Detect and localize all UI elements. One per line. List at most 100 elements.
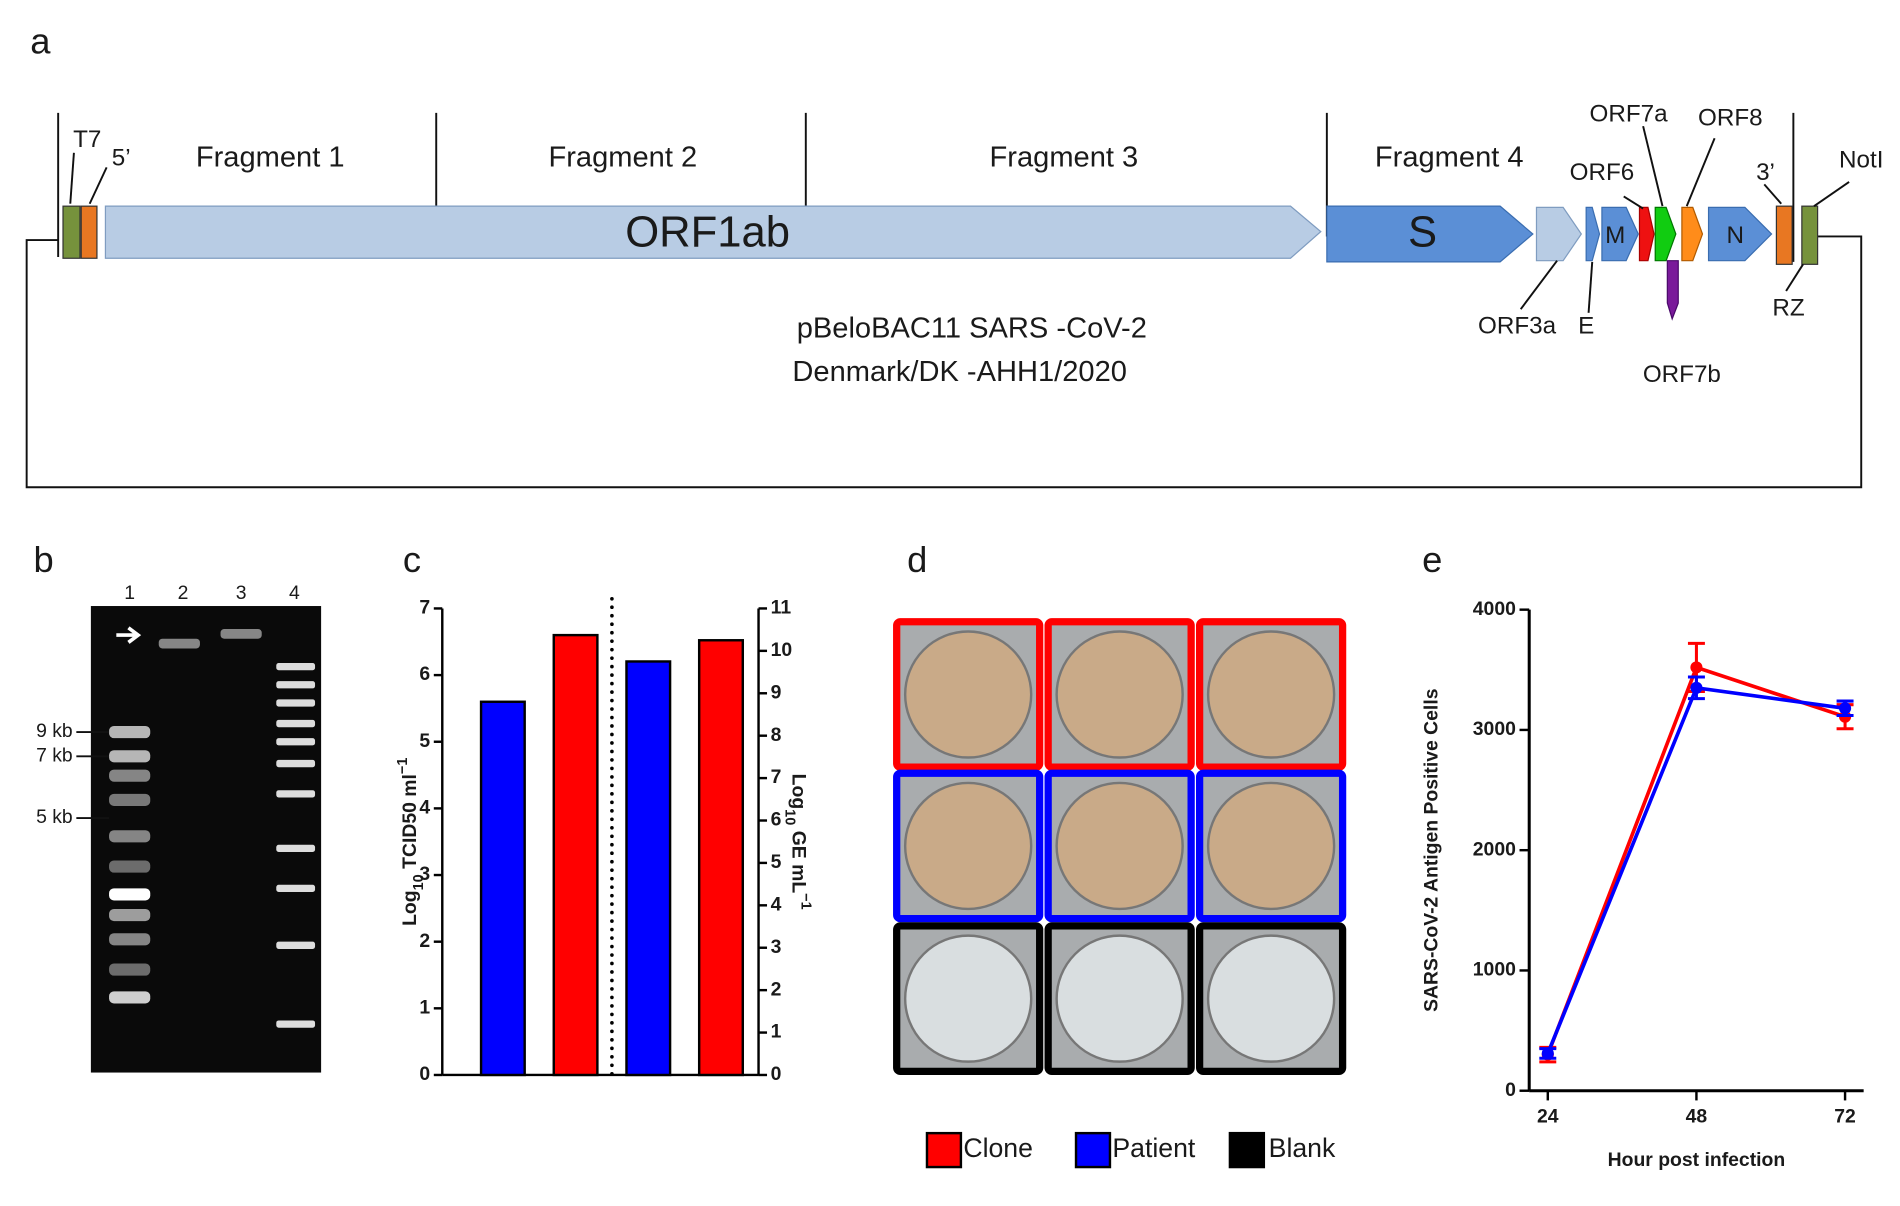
legend-label: Patient: [1112, 1133, 1196, 1163]
ladder-band: [276, 844, 316, 853]
well-grid: [893, 618, 1347, 1075]
y-tick-label: 2000: [1473, 838, 1516, 860]
sample-band: [109, 769, 151, 782]
ladder-band: [276, 699, 316, 707]
point: [1839, 702, 1852, 715]
x-tick-label: 48: [1686, 1106, 1708, 1128]
utr5-box: [80, 205, 98, 259]
gene-label: S: [1408, 209, 1437, 257]
bar: [552, 633, 599, 1077]
y2-tick-label: 1: [771, 1021, 782, 1043]
panel-label: e: [1422, 539, 1442, 580]
bar: [697, 639, 745, 1077]
t7-box: [62, 205, 81, 259]
fragment-label: Fragment 3: [990, 142, 1139, 174]
noti-label: NotI: [1839, 147, 1883, 174]
y-tick-label: 4000: [1473, 598, 1516, 620]
y-tick-label: 2: [419, 930, 430, 952]
e-arrow: [1585, 206, 1601, 262]
y-axis-label: Log10 TCID50 ml−1: [395, 758, 427, 926]
ladder-band: [276, 1020, 316, 1028]
gene-label: ORF7b: [1643, 361, 1721, 388]
gene-label: M: [1605, 222, 1625, 249]
y2-tick-label: 2: [771, 978, 782, 1000]
size-label: 7 kb: [36, 744, 73, 766]
gene-label: ORF7a: [1590, 101, 1669, 128]
well: [1206, 781, 1336, 911]
utr3-label: 3’: [1756, 159, 1775, 186]
well: [1055, 781, 1184, 911]
orf7a-arrow: [1654, 206, 1677, 262]
well: [1206, 630, 1336, 759]
fragment-label: Fragment 2: [548, 142, 697, 174]
y-tick-label: 3000: [1473, 718, 1516, 740]
legend-swatch: [925, 1131, 963, 1169]
gene-label: ORF8: [1698, 104, 1763, 131]
ladder-band: [276, 884, 316, 892]
y2-tick-label: 6: [771, 809, 782, 831]
plasmid-backbone: [25, 235, 1863, 489]
size-ticks: [76, 731, 110, 820]
y-tick-label: 3: [419, 863, 430, 885]
sample-band: [109, 860, 151, 873]
y-tick-label: 5: [419, 730, 430, 752]
lane-label: 2: [178, 582, 189, 604]
y-tick-label: 6: [419, 663, 430, 685]
fragment-label: Fragment 1: [196, 142, 345, 174]
point: [1690, 681, 1703, 694]
orf1ab-arrow: [104, 205, 1322, 259]
orf3a-arrow: [1535, 206, 1583, 262]
sample-band: [109, 991, 151, 1004]
sample-band: [109, 908, 151, 922]
gene-label: ORF3a: [1478, 313, 1557, 340]
y-axis-label: SARS-CoV-2 Antigen Positive Cells: [1420, 689, 1442, 1012]
series-line: [1546, 685, 1846, 1055]
well-band: [220, 629, 262, 639]
gel-bands: [109, 629, 316, 1028]
sample-band: [109, 793, 151, 806]
ladder-band: [276, 681, 316, 689]
bar: [479, 700, 526, 1077]
lane-label: 1: [124, 582, 135, 604]
y-tick-label: 0: [1505, 1079, 1516, 1101]
axis-label-part: −1: [395, 758, 411, 775]
utr5-label: 5’: [112, 144, 131, 171]
legend: Clone Patient Blank: [925, 1131, 1336, 1169]
axis-label-part: GE mL: [787, 825, 809, 893]
y2-tick-label: 8: [771, 724, 782, 746]
construct-name: pBeloBAC11 SARS -CoV-2: [797, 312, 1147, 344]
legend-label: Blank: [1269, 1133, 1336, 1163]
well-band: [158, 638, 200, 649]
axis-label-part: −1: [797, 893, 813, 910]
legend-swatch: [1074, 1131, 1112, 1169]
panel-label: a: [30, 20, 51, 61]
sample-band: [109, 750, 151, 763]
point: [1690, 661, 1703, 674]
panel-label: d: [907, 539, 927, 580]
sample-band: [109, 830, 151, 843]
axis-label-part: 10: [411, 874, 427, 890]
gene-label: ORF6: [1570, 159, 1635, 186]
axis-label-part: Log: [787, 774, 809, 810]
lane-label: 3: [236, 582, 247, 604]
y-tick-label: 4: [419, 797, 430, 819]
y2-tick-label: 4: [771, 893, 782, 915]
well: [1206, 934, 1336, 1063]
gel-arrow: [116, 626, 142, 644]
x-axis-label: Hour post infection: [1608, 1149, 1786, 1171]
sample-band: [109, 933, 151, 946]
well: [1055, 934, 1184, 1063]
n-arrow: [1707, 206, 1773, 262]
ladder-band: [276, 662, 316, 671]
y-tick-label: 1: [419, 996, 430, 1018]
x-tick-label: 24: [1537, 1106, 1559, 1128]
legend-label: Clone: [963, 1133, 1033, 1163]
m-arrow: [1601, 206, 1639, 262]
y2-axis-label: Log10 GE mL−1: [781, 774, 813, 910]
well: [903, 934, 1033, 1063]
sample-band: [109, 725, 151, 739]
sample-band: [109, 888, 151, 901]
utr3-box: [1775, 205, 1793, 265]
